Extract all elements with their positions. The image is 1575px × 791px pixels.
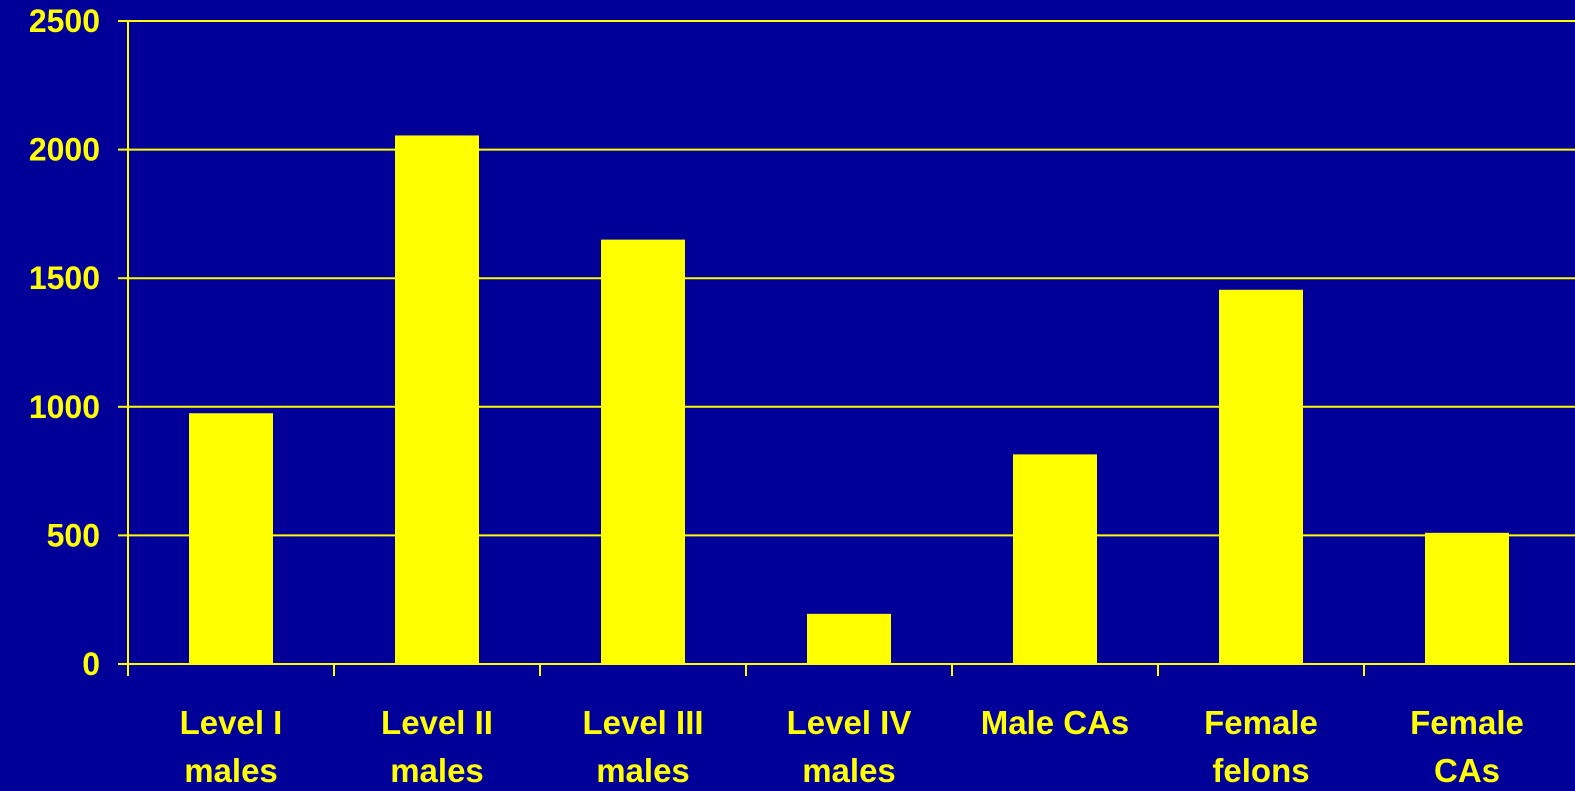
x-tick-label-line: felons [1212, 752, 1309, 789]
x-tick-label-line: males [390, 752, 484, 789]
x-tick-label-line: Male CAs [981, 704, 1130, 741]
x-tick-label: Female felons [1204, 704, 1318, 789]
bar-1 [189, 413, 273, 664]
bar-3 [601, 239, 685, 664]
bar-4 [807, 613, 891, 664]
x-tick-label-line: males [184, 752, 278, 789]
x-tick-label-line: males [802, 752, 896, 789]
bar-7 [1425, 532, 1509, 664]
x-tick-label: Male CAs [981, 704, 1130, 741]
gridlines [128, 20, 1575, 537]
x-tick-label-line: CAs [1434, 752, 1500, 789]
x-tick-label: Level I males [180, 704, 283, 789]
x-tick-label: Level III males [582, 704, 703, 789]
bar-2 [395, 135, 479, 665]
x-tick-label: Level II males [381, 704, 493, 789]
y-tick-label: 2000 [29, 132, 100, 168]
x-tick-label: Female CAs [1410, 704, 1524, 789]
bar-5 [1013, 454, 1097, 664]
y-tick-label: 0 [82, 646, 100, 682]
axes [118, 20, 1575, 676]
x-tick-label-line: males [596, 752, 690, 789]
y-tick-label: 500 [47, 517, 100, 553]
x-tick-label-line: Female [1204, 704, 1318, 741]
x-tick-label-line: Female [1410, 704, 1524, 741]
x-tick-label: Level IV males [787, 704, 912, 789]
x-tick-label-line: Level IV [787, 704, 912, 741]
x-tick-label-line: Level III [582, 704, 703, 741]
y-tick-label: 1000 [29, 389, 100, 425]
y-tick-labels: 0 500 1000 1500 2000 2500 [29, 3, 100, 682]
y-tick-label: 2500 [29, 3, 100, 39]
x-tick-label-line: Level I [180, 704, 283, 741]
bars [189, 135, 1509, 665]
x-tick-label-line: Level II [381, 704, 493, 741]
y-tick-label: 1500 [29, 260, 100, 296]
bar-6 [1219, 289, 1303, 664]
